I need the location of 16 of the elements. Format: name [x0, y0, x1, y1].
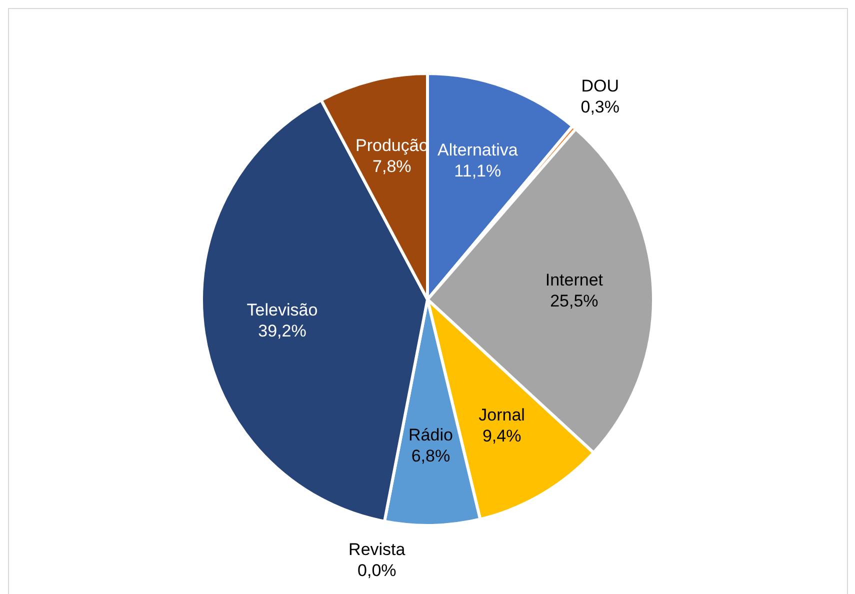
slice-label: DOU: [581, 76, 619, 96]
data-label: 9,4%: [482, 426, 522, 446]
data-label: 7,8%: [372, 157, 412, 176]
slice-label: Televisão: [246, 300, 318, 320]
category-label: Revista: [348, 540, 406, 559]
text: 0,0%: [358, 560, 396, 580]
slice-label: Produção: [356, 136, 428, 156]
slice-label: Alternativa: [437, 140, 518, 160]
data-label: 11,1%: [454, 162, 502, 181]
data-label: 6,8%: [411, 446, 450, 466]
slice-label: Internet: [545, 270, 604, 290]
data-label: 0,3%: [580, 97, 620, 116]
slice-label: Rádio: [408, 426, 453, 445]
data-label: 39,2%: [258, 322, 306, 341]
slice-label: Jornal: [478, 405, 525, 424]
data-label: 25,5%: [550, 292, 598, 311]
